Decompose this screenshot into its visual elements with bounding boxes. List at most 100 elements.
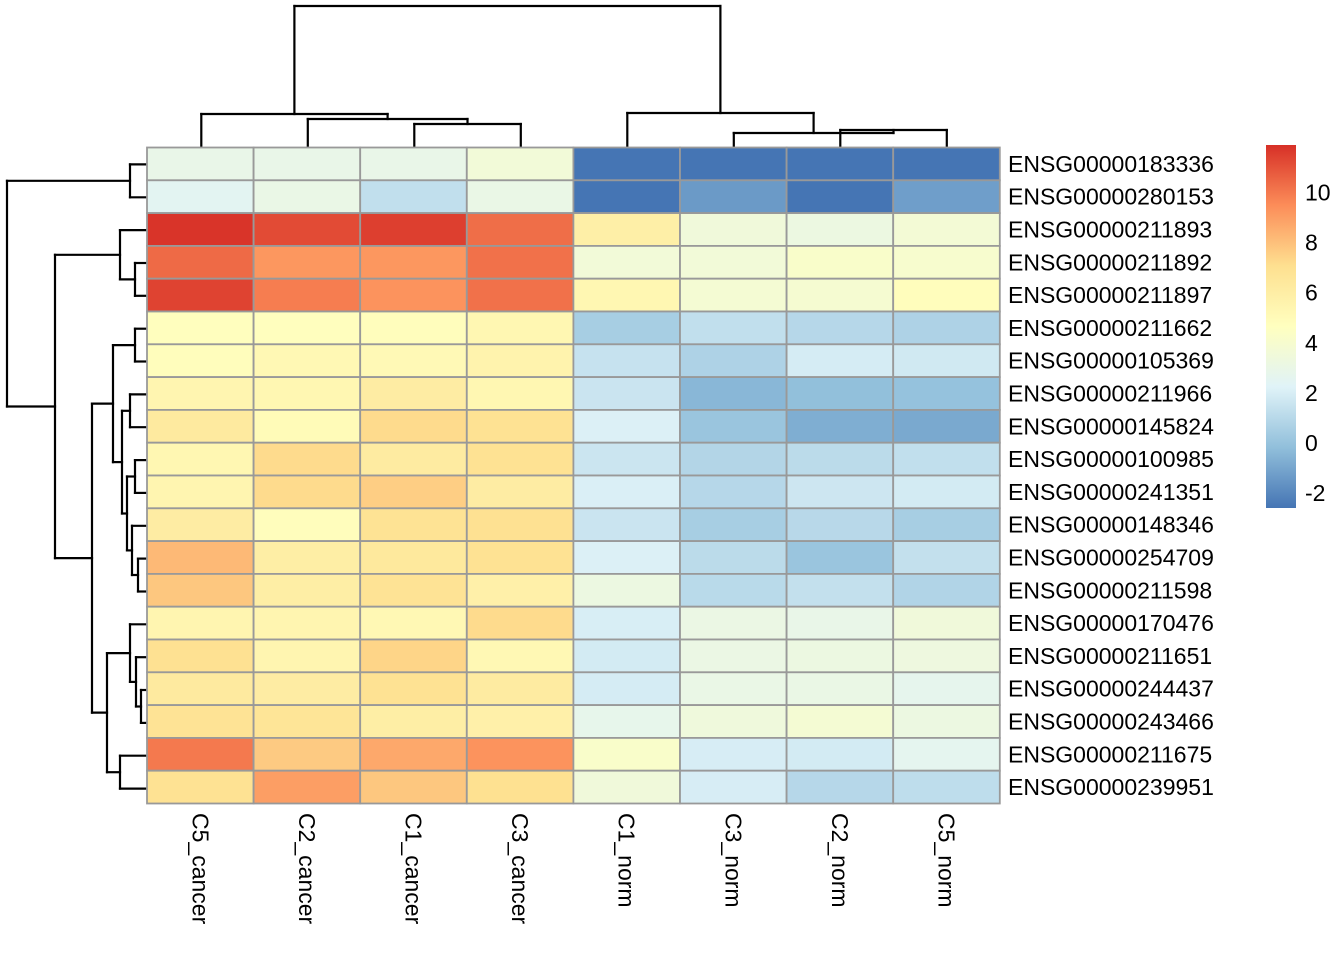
- heatmap-cell: [572, 212, 681, 247]
- heatmap-cell: [146, 638, 255, 674]
- heatmap-cell: [679, 507, 788, 542]
- row-label: ENSG00000239951: [1008, 774, 1214, 800]
- heatmap-cell: [252, 769, 362, 805]
- heatmap-cell: [892, 244, 1001, 280]
- heatmap-cell: [892, 408, 1001, 444]
- heatmap-cell: [892, 638, 1001, 674]
- heatmap-cell: [572, 769, 681, 805]
- heatmap-cell: [785, 507, 895, 542]
- heatmap-cell: [252, 376, 362, 411]
- heatmap-cell: [892, 474, 1001, 510]
- heatmap-cell: [679, 704, 788, 739]
- heatmap-cell: [892, 573, 1001, 608]
- heatmap-cell: [252, 343, 362, 378]
- heatmap-cell: [679, 408, 788, 444]
- heatmap-cell: [146, 179, 255, 215]
- heatmap-cell: [146, 507, 255, 542]
- heatmap-cell: [146, 704, 255, 739]
- legend-colorbar: [1266, 145, 1296, 508]
- heatmap-cell: [785, 244, 895, 280]
- row-label: ENSG00000211897: [1008, 282, 1212, 308]
- heatmap-cell: [465, 671, 575, 706]
- heatmap-cell: [892, 277, 1001, 313]
- heatmap-cell: [359, 737, 468, 772]
- heatmap-cell: [252, 671, 362, 706]
- heatmap-cell: [785, 179, 895, 215]
- heatmap-cell: [679, 540, 788, 575]
- heatmap-cell: [252, 146, 362, 182]
- heatmap-cell: [465, 343, 575, 378]
- column-label: C1_norm: [614, 813, 640, 908]
- heatmap-cell: [359, 441, 468, 477]
- heatmap-cell: [892, 146, 1001, 182]
- heatmap-cell: [359, 146, 468, 182]
- heatmap-cell: [359, 343, 468, 378]
- heatmap-cell: [572, 474, 681, 510]
- heatmap-cell: [572, 376, 681, 411]
- row-label: ENSG00000211651: [1008, 643, 1212, 669]
- row-label: ENSG00000211893: [1008, 217, 1212, 243]
- column-label: C1_cancer: [401, 813, 427, 925]
- heatmap-cell: [785, 671, 895, 706]
- row-label: ENSG00000100985: [1008, 446, 1214, 472]
- heatmap-cell: [359, 376, 468, 411]
- heatmap-cell: [572, 179, 681, 215]
- row-label: ENSG00000105369: [1008, 348, 1214, 374]
- row-label: ENSG00000145824: [1008, 413, 1214, 439]
- heatmap-cell: [465, 408, 575, 444]
- column-dendrogram: [200, 4, 948, 150]
- heatmap-cell: [572, 638, 681, 674]
- heatmap-cell: [679, 573, 788, 608]
- color-legend: 10 8 6 4 2 0 -2: [1266, 145, 1331, 508]
- row-label: ENSG00000183336: [1008, 151, 1214, 177]
- heatmap-cell: [572, 343, 681, 378]
- heatmap-cell: [785, 638, 895, 674]
- heatmap-cell: [679, 376, 788, 411]
- heatmap-cell: [892, 310, 1001, 346]
- heatmap-cell: [359, 573, 468, 608]
- heatmap-cell: [465, 507, 575, 542]
- heatmap-cell: [465, 212, 575, 247]
- heatmap-cell: [465, 179, 575, 215]
- heatmap-cell: [679, 212, 788, 247]
- heatmap-cell: [146, 310, 255, 346]
- heatmap-cell: [252, 212, 362, 247]
- heatmap-cell: [785, 474, 895, 510]
- row-label: ENSG00000170476: [1008, 610, 1214, 636]
- heatmap-cell: [465, 310, 575, 346]
- heatmap-cell: [146, 343, 255, 378]
- legend-tick-label: 2: [1305, 380, 1318, 406]
- heatmap-cell: [252, 573, 362, 608]
- heatmap-cell: [359, 474, 468, 510]
- row-label: ENSG00000254709: [1008, 545, 1214, 571]
- heatmap-cell: [252, 244, 362, 280]
- column-label: C5_norm: [934, 813, 960, 908]
- heatmap-cell: [892, 343, 1001, 378]
- heatmap-cell: [679, 179, 788, 215]
- heatmap-cell: [359, 408, 468, 444]
- heatmap-cell: [359, 310, 468, 346]
- heatmap-cell: [465, 277, 575, 313]
- column-label: C3_norm: [720, 813, 746, 908]
- heatmap-cell: [679, 343, 788, 378]
- heatmap-cell: [572, 507, 681, 542]
- heatmap-cell: [146, 408, 255, 444]
- heatmap-cell: [146, 277, 255, 313]
- row-dendrogram: [5, 163, 150, 790]
- heatmap-cell: [465, 638, 575, 674]
- heatmap-cell: [465, 376, 575, 411]
- heatmap-cell: [146, 212, 255, 247]
- heatmap-cell: [359, 769, 468, 805]
- heatmap-cell: [785, 343, 895, 378]
- heatmap-cell: [892, 671, 1001, 706]
- heatmap-cell: [679, 310, 788, 346]
- heatmap-cell: [785, 605, 895, 641]
- row-label: ENSG00000244437: [1008, 676, 1214, 702]
- heatmap-cell: [359, 671, 468, 706]
- heatmap-cell: [252, 507, 362, 542]
- heatmap-cell: [679, 441, 788, 477]
- heatmap-cell: [252, 474, 362, 510]
- row-label: ENSG00000211966: [1008, 381, 1212, 407]
